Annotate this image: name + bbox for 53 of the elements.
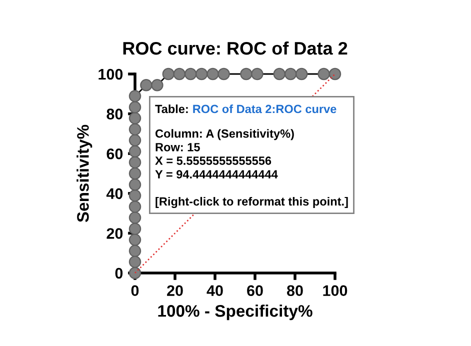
y-tick-label: 40	[106, 188, 123, 200]
point	[140, 79, 152, 92]
x-tick-label: 0	[131, 285, 139, 296]
point	[206, 68, 219, 80]
point	[295, 68, 308, 80]
x-tick-label: 100	[323, 285, 348, 296]
point	[128, 167, 142, 180]
y-tick-label: 80	[106, 108, 123, 120]
point	[128, 178, 142, 191]
point	[128, 145, 142, 158]
y-tick-label: 20	[106, 228, 123, 239]
y-tick-label: 100	[98, 68, 123, 80]
point	[128, 212, 142, 224]
x-tick-label: 20	[167, 285, 183, 296]
point	[128, 123, 142, 136]
point	[128, 112, 142, 124]
point	[128, 134, 142, 146]
x-tick-label: 80	[286, 285, 303, 296]
y-axis-title: Sensitivity%	[76, 124, 92, 222]
annotation: Y = 94.4444444444444	[155, 170, 278, 178]
point	[240, 68, 252, 80]
point	[128, 234, 142, 246]
point	[328, 68, 342, 80]
x-axis-title: 100% - Specificity%	[158, 304, 312, 320]
y-tick-label: 0	[115, 268, 123, 279]
annotation: ROC of Data 2:ROC curve	[193, 104, 336, 114]
point	[273, 68, 286, 80]
annotation: X = 5.5555555555556	[155, 156, 272, 165]
point	[128, 256, 142, 268]
point	[318, 68, 330, 80]
y-tick-label: 60	[106, 148, 123, 160]
point	[128, 189, 142, 202]
point	[128, 101, 142, 114]
x-tick-label: 60	[247, 285, 263, 296]
point	[128, 156, 142, 168]
point	[195, 68, 208, 80]
point	[128, 90, 142, 102]
chart-title: ROC curve: ROC of Data 2	[123, 41, 348, 55]
point	[218, 68, 230, 80]
annotation: Column: A (Sensitivity%)	[155, 129, 294, 140]
point	[184, 68, 197, 80]
point	[251, 68, 264, 80]
x-tick-label: 40	[206, 285, 223, 296]
annotation: Table:	[155, 104, 188, 114]
point	[128, 200, 142, 213]
point	[128, 244, 142, 258]
annotation: [Right-click to reformat this point.]	[156, 196, 348, 208]
annotation: Row: 15	[156, 143, 200, 152]
point	[162, 68, 175, 80]
point	[284, 68, 297, 80]
point	[128, 222, 142, 235]
point	[151, 79, 164, 92]
point	[173, 68, 186, 80]
